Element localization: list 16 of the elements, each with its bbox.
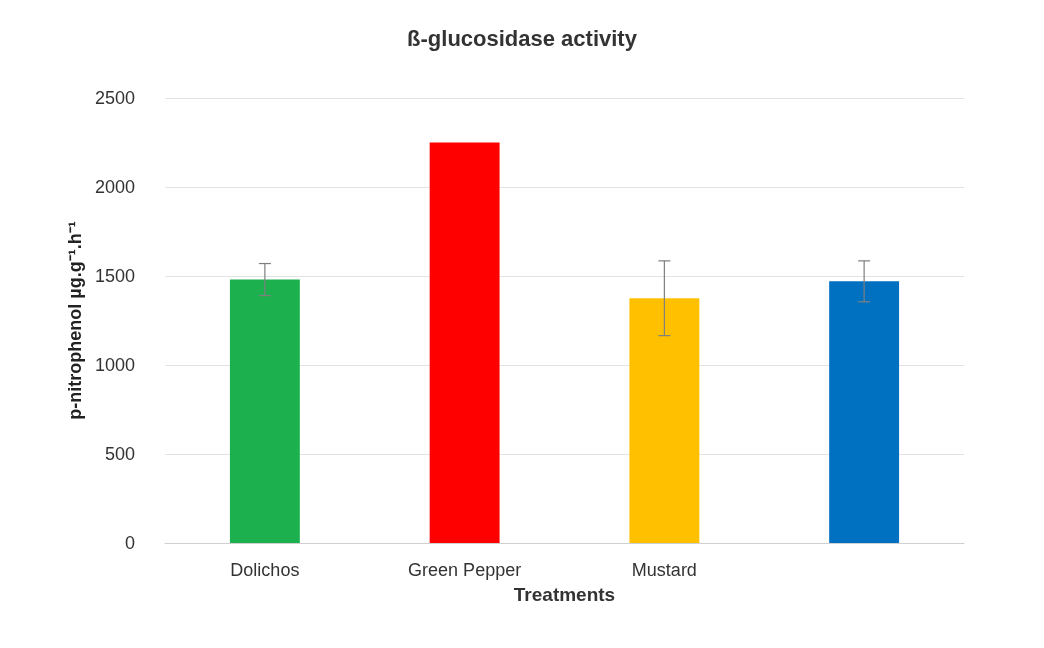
y-tick-label: 2500 — [94, 88, 135, 108]
y-tick-label: 1000 — [94, 355, 135, 375]
chart-title: ß-glucosidase activity — [407, 25, 638, 51]
y-tick-label: 2000 — [94, 177, 135, 197]
y-axis-title: p-nitrophenol µg.g⁻¹.h⁻¹ — [65, 221, 86, 420]
y-tick-label: 500 — [104, 444, 135, 464]
y-tick-label: 1500 — [94, 266, 135, 286]
bar — [829, 281, 900, 543]
bar — [429, 142, 500, 543]
x-tick-label: Mustard — [631, 560, 697, 580]
y-tick-label: 0 — [124, 533, 135, 553]
x-axis-title: Treatments — [513, 584, 616, 605]
x-tick-label: Dolichos — [230, 560, 300, 580]
bar — [229, 279, 300, 543]
bar — [629, 298, 700, 543]
x-tick-label: Green Pepper — [408, 560, 522, 580]
